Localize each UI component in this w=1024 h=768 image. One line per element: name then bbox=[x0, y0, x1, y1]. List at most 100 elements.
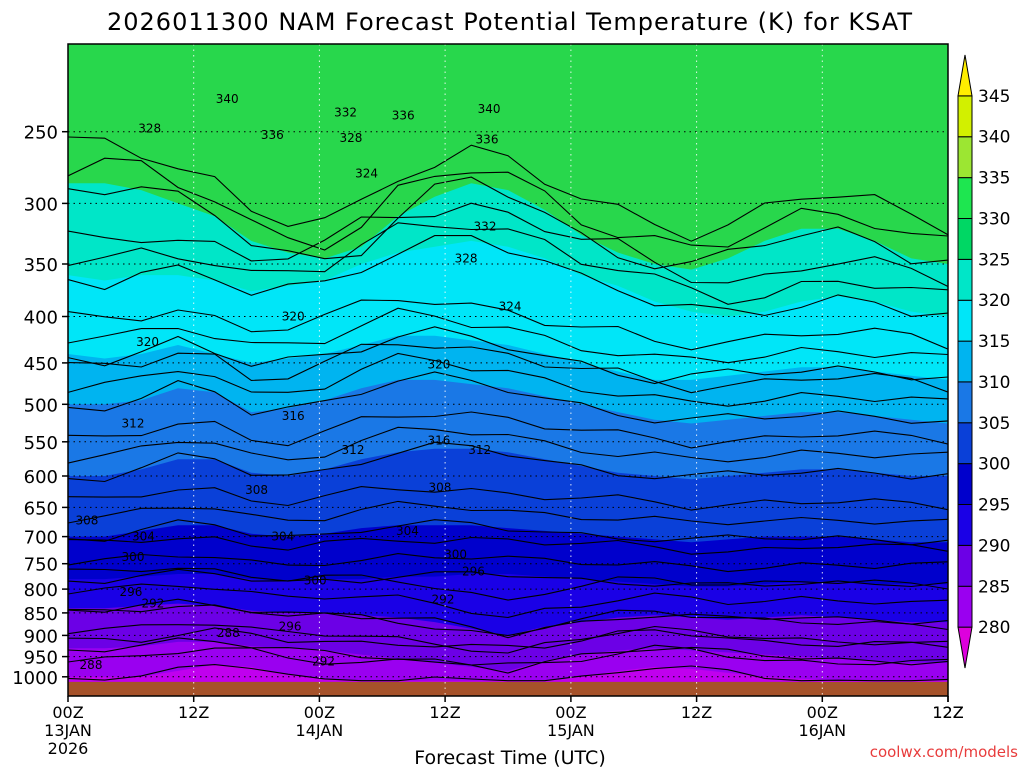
colorbar-label: 280 bbox=[978, 618, 1010, 638]
contour-label: 288 bbox=[80, 658, 103, 672]
isentrope-line bbox=[68, 202, 948, 287]
x-tick-date: 15JAN bbox=[547, 721, 595, 740]
colorbar: 280 285 290 295 300 305 310 315 320 325 330 335 340 3… bbox=[957, 54, 1010, 669]
contour-label: 304 bbox=[132, 530, 155, 544]
y-tick-label: 550 bbox=[24, 433, 58, 454]
isentrope-line bbox=[68, 644, 948, 666]
y-tick-label: 950 bbox=[24, 648, 58, 669]
isentrope-line bbox=[68, 637, 948, 674]
colorbar-label: 310 bbox=[978, 373, 1010, 393]
isentrope-line bbox=[68, 235, 948, 317]
colorbar-label: 305 bbox=[978, 414, 1010, 434]
y-tick-label: 700 bbox=[24, 528, 58, 549]
contour-label: 324 bbox=[355, 167, 378, 181]
contour-label: 308 bbox=[245, 483, 268, 497]
contour-label: 336 bbox=[476, 133, 499, 147]
y-tick-label: 300 bbox=[24, 194, 58, 215]
y-tick-label: 500 bbox=[24, 395, 58, 416]
x-tick-label: 12Z bbox=[681, 703, 712, 722]
colorbar-label: 340 bbox=[978, 128, 1010, 148]
isentrope-line bbox=[68, 500, 948, 526]
isentrope-line bbox=[68, 411, 948, 449]
colorbar-label: 325 bbox=[978, 250, 1010, 270]
x-tick-date: 13JAN bbox=[44, 721, 92, 740]
colorbar-label: 300 bbox=[978, 455, 1010, 475]
contour-label: 332 bbox=[334, 105, 357, 119]
isentrope-line bbox=[68, 426, 948, 464]
contour-label: 308 bbox=[75, 514, 98, 528]
contour-label: 312 bbox=[468, 443, 491, 457]
contour-label: 300 bbox=[304, 574, 327, 588]
x-tick-label: 00Z bbox=[52, 703, 83, 722]
contour-label: 316 bbox=[282, 409, 305, 423]
y-tick-label: 650 bbox=[24, 498, 58, 519]
isentrope-line bbox=[68, 343, 948, 394]
isentrope-line bbox=[68, 326, 948, 385]
colorbar-swatch bbox=[957, 463, 973, 506]
contour-label: 324 bbox=[499, 300, 522, 314]
colorbar-swatch bbox=[957, 422, 973, 465]
contour-label: 296 bbox=[462, 565, 485, 579]
contour-label: 312 bbox=[122, 417, 145, 431]
isentrope-line bbox=[68, 371, 948, 424]
x-tick-label: 00Z bbox=[807, 703, 838, 722]
contour-label: 292 bbox=[312, 655, 335, 669]
y-tick-label: 850 bbox=[24, 604, 58, 625]
colorbar-label: 335 bbox=[978, 169, 1010, 189]
isentrope-line bbox=[68, 307, 948, 364]
x-tick-label: 12Z bbox=[429, 703, 460, 722]
y-tick-label: 800 bbox=[24, 580, 58, 601]
isentrope-line bbox=[68, 583, 948, 619]
isentrope-line bbox=[68, 536, 948, 555]
isentrope-line bbox=[68, 519, 948, 546]
contour-label: 288 bbox=[217, 626, 240, 640]
isentrope-line bbox=[68, 568, 948, 588]
contour-label: 328 bbox=[455, 251, 478, 265]
x-tick-label: 00Z bbox=[555, 703, 586, 722]
x-tick-label: 12Z bbox=[932, 703, 963, 722]
y-tick-label: 750 bbox=[24, 555, 58, 576]
colorbar-swatch bbox=[957, 136, 973, 179]
y-axis: 2503003504004505005506006507007508008509… bbox=[12, 123, 68, 689]
contour-label: 304 bbox=[396, 524, 419, 538]
temperature-bands bbox=[68, 44, 948, 696]
y-tick-label: 250 bbox=[24, 123, 58, 144]
isentrope-line bbox=[68, 553, 948, 573]
contour-label: 300 bbox=[444, 548, 467, 562]
isentrope-line bbox=[68, 176, 948, 270]
contour-label: 336 bbox=[392, 109, 415, 123]
colorbar-label: 285 bbox=[978, 577, 1010, 597]
isentrope-line bbox=[68, 157, 948, 251]
y-tick-label: 600 bbox=[24, 467, 58, 488]
contour-label: 336 bbox=[261, 128, 284, 142]
isentrope-line bbox=[68, 441, 948, 483]
y-tick-label: 1000 bbox=[12, 668, 58, 689]
contour-label: 340 bbox=[478, 102, 501, 116]
contour-label: 320 bbox=[427, 358, 450, 372]
contour-label: 292 bbox=[141, 597, 164, 611]
colorbar-label: 320 bbox=[978, 291, 1010, 311]
band-layer bbox=[68, 681, 948, 696]
y-tick-label: 900 bbox=[24, 626, 58, 647]
colorbar-swatch bbox=[957, 177, 973, 219]
contour-label: 308 bbox=[428, 481, 451, 495]
contour-label: 304 bbox=[271, 530, 294, 544]
isentrope-line bbox=[68, 598, 948, 639]
isentrope-line bbox=[68, 486, 948, 511]
colorbar-swatch bbox=[957, 626, 973, 669]
colorbar-swatch bbox=[957, 544, 973, 587]
colorbar-swatch bbox=[957, 95, 973, 138]
y-tick-label: 350 bbox=[24, 255, 58, 276]
x-axis-label: Forecast Time (UTC) bbox=[414, 747, 605, 768]
colorbar-swatch bbox=[957, 340, 973, 383]
x-tick-label: 00Z bbox=[304, 703, 335, 722]
x-tick-label: 12Z bbox=[932, 703, 963, 722]
isentrope-line bbox=[68, 299, 948, 351]
y-tick-label: 450 bbox=[24, 354, 58, 375]
colorbar-swatch bbox=[957, 217, 973, 260]
band-layer bbox=[68, 44, 948, 270]
contour-label: 320 bbox=[282, 310, 305, 324]
isentrope-contours bbox=[68, 136, 948, 682]
